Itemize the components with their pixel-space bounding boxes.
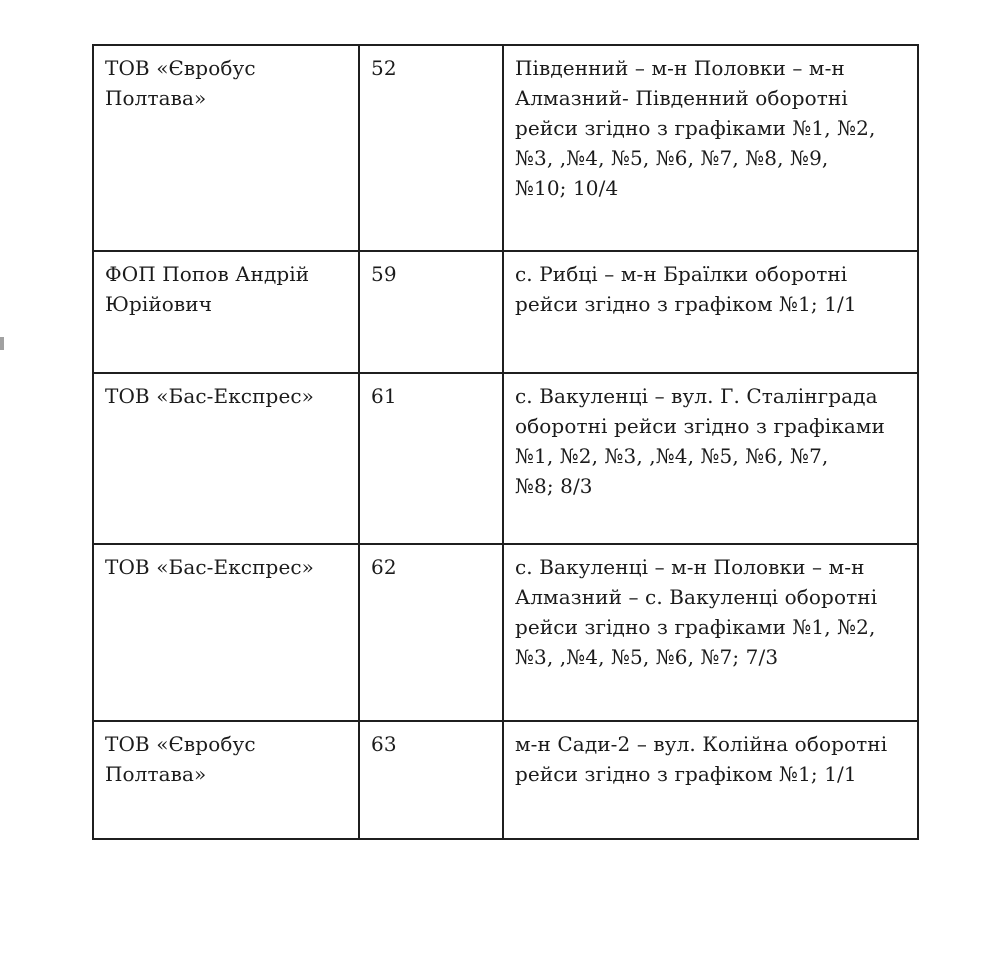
route-description-cell: Південний – м-н Половки – м-н Алмазний- …: [502, 44, 919, 252]
route-description-cell: м-н Сади-2 – вул. Колійна оборотні рейси…: [502, 720, 919, 840]
table-row: ФОП Попов Андрій Юрійович 59 с. Рибці – …: [92, 250, 919, 374]
table-row: ТОВ «Бас-Експрес» 61 с. Вакуленці – вул.…: [92, 372, 919, 545]
operator-cell: ТОВ «Бас-Експрес»: [92, 372, 360, 545]
route-number-cell: 61: [358, 372, 504, 545]
table-row: ТОВ «Євробус Полтава» 63 м-н Сади-2 – ву…: [92, 720, 919, 840]
route-description-cell: с. Рибці – м-н Браїлки оборотні рейси зг…: [502, 250, 919, 374]
route-number-cell: 52: [358, 44, 504, 252]
table-row: ТОВ «Бас-Експрес» 62 с. Вакуленці – м-н …: [92, 543, 919, 722]
route-description-cell: с. Вакуленці – вул. Г. Сталінграда оборо…: [502, 372, 919, 545]
route-number-cell: 62: [358, 543, 504, 722]
route-number-cell: 59: [358, 250, 504, 374]
operator-cell: ТОВ «Бас-Експрес»: [92, 543, 360, 722]
table-row: ТОВ «Євробус Полтава» 52 Південний – м-н…: [92, 44, 919, 252]
route-number-cell: 63: [358, 720, 504, 840]
bus-route-table: ТОВ «Євробус Полтава» 52 Південний – м-н…: [92, 44, 919, 840]
operator-cell: ФОП Попов Андрій Юрійович: [92, 250, 360, 374]
scan-edge-artifact: [0, 337, 4, 350]
operator-cell: ТОВ «Євробус Полтава»: [92, 44, 360, 252]
operator-cell: ТОВ «Євробус Полтава»: [92, 720, 360, 840]
route-description-cell: с. Вакуленці – м-н Половки – м-н Алмазни…: [502, 543, 919, 722]
